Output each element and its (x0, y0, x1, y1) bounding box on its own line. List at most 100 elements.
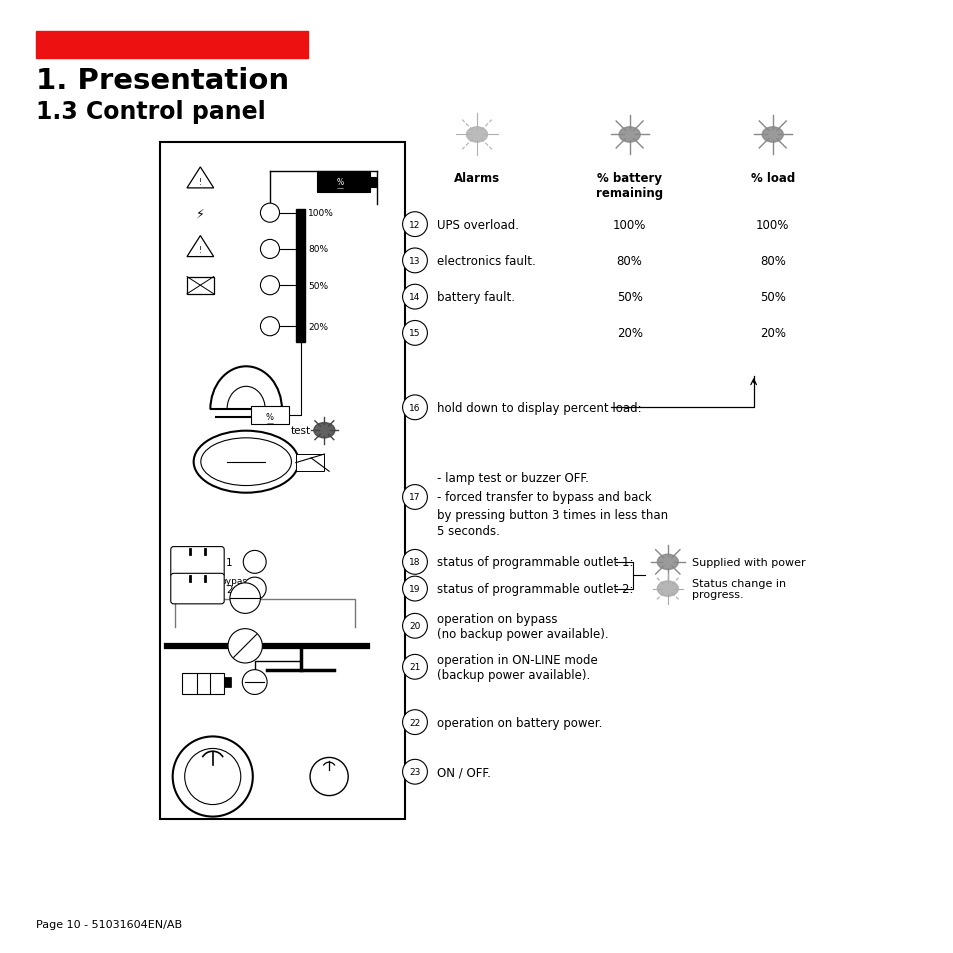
Text: 21: 21 (409, 662, 420, 672)
Text: 100%: 100% (756, 218, 788, 232)
Circle shape (260, 204, 279, 223)
Text: Supplied with power: Supplied with power (691, 558, 804, 567)
Circle shape (243, 578, 266, 600)
Circle shape (402, 655, 427, 679)
Text: 100%: 100% (308, 209, 334, 218)
Text: UPS overload.: UPS overload. (436, 218, 518, 232)
Text: 20: 20 (409, 621, 420, 631)
Circle shape (402, 285, 427, 310)
Bar (370, 178, 375, 188)
Text: % load: % load (750, 172, 794, 185)
Circle shape (402, 760, 427, 784)
Text: electronics fault.: electronics fault. (436, 254, 536, 268)
Text: !: ! (198, 177, 202, 187)
Text: —: — (336, 185, 344, 191)
Circle shape (172, 737, 253, 817)
Text: test: test (291, 426, 311, 436)
Text: 1. Presentation: 1. Presentation (36, 67, 289, 94)
Bar (160, 143, 405, 820)
Text: 13: 13 (409, 256, 420, 266)
Text: status of programmable outlet 2:: status of programmable outlet 2: (436, 582, 633, 596)
Text: by pressing button 3 times in less than: by pressing button 3 times in less than (436, 508, 667, 521)
Circle shape (402, 395, 427, 420)
Text: operation on bypass
(no backup power available).: operation on bypass (no backup power ava… (436, 612, 608, 640)
Text: 20%: 20% (759, 327, 785, 340)
Text: status of programmable outlet 1:: status of programmable outlet 1: (436, 556, 633, 569)
Circle shape (310, 758, 348, 796)
Text: Status change in
progress.: Status change in progress. (691, 578, 785, 599)
Text: 20%: 20% (616, 327, 642, 340)
Text: 1: 1 (226, 558, 233, 567)
Ellipse shape (761, 128, 782, 143)
Circle shape (243, 551, 266, 574)
Circle shape (402, 249, 427, 274)
Text: ⚡: ⚡ (195, 207, 205, 220)
Circle shape (402, 213, 427, 237)
Text: 19: 19 (409, 584, 420, 594)
Ellipse shape (314, 423, 335, 438)
Bar (295, 210, 305, 343)
Text: %: % (266, 413, 274, 422)
Text: 23: 23 (409, 767, 420, 777)
Text: 50%: 50% (308, 281, 328, 291)
Text: battery fault.: battery fault. (436, 291, 515, 304)
FancyBboxPatch shape (171, 547, 224, 578)
Circle shape (260, 317, 279, 336)
Ellipse shape (618, 128, 639, 143)
Text: operation on battery power.: operation on battery power. (436, 716, 601, 729)
Text: % battery
remaining: % battery remaining (596, 172, 662, 199)
Circle shape (402, 550, 427, 575)
Circle shape (185, 749, 240, 804)
Text: - forced transfer to bypass and back: - forced transfer to bypass and back (436, 491, 651, 504)
Ellipse shape (657, 581, 678, 597)
Text: Alarms: Alarms (454, 172, 499, 185)
Bar (316, 172, 370, 193)
Text: 2: 2 (226, 584, 233, 594)
Text: 80%: 80% (759, 254, 785, 268)
Text: %: % (336, 177, 344, 187)
Ellipse shape (466, 128, 487, 143)
Circle shape (402, 321, 427, 346)
Text: hold down to display percent load:: hold down to display percent load: (436, 401, 640, 415)
Ellipse shape (657, 555, 678, 570)
Text: 22: 22 (409, 718, 420, 727)
Circle shape (228, 629, 262, 663)
FancyBboxPatch shape (171, 574, 224, 604)
Text: bypass: bypass (219, 577, 252, 585)
Circle shape (230, 583, 260, 614)
Text: ON / OFF.: ON / OFF. (436, 765, 490, 779)
Text: 5 seconds.: 5 seconds. (436, 524, 499, 537)
Text: 17: 17 (409, 493, 420, 502)
Bar (224, 678, 231, 687)
Circle shape (260, 276, 279, 295)
Text: Page 10 - 51031604EN/AB: Page 10 - 51031604EN/AB (36, 920, 182, 929)
Text: operation in ON-LINE mode
(backup power available).: operation in ON-LINE mode (backup power … (436, 653, 598, 681)
Bar (187, 277, 213, 294)
Bar (182, 673, 224, 694)
Text: !: ! (198, 246, 202, 255)
Text: 15: 15 (409, 329, 420, 338)
Text: 80%: 80% (308, 245, 328, 254)
Text: 1.3 Control panel: 1.3 Control panel (36, 100, 266, 124)
Text: —: — (266, 420, 274, 426)
Text: 12: 12 (409, 220, 420, 230)
Circle shape (260, 240, 279, 259)
Bar (36, 32, 308, 59)
Circle shape (402, 577, 427, 601)
Text: 50%: 50% (616, 291, 642, 304)
Circle shape (402, 485, 427, 510)
Text: 14: 14 (409, 293, 420, 302)
Text: 80%: 80% (616, 254, 642, 268)
Text: 100%: 100% (613, 218, 645, 232)
Text: 50%: 50% (759, 291, 785, 304)
Bar (251, 407, 289, 424)
Text: 16: 16 (409, 403, 420, 413)
Ellipse shape (200, 438, 292, 486)
Text: 20%: 20% (308, 322, 328, 332)
Circle shape (402, 710, 427, 735)
Circle shape (402, 614, 427, 639)
Circle shape (242, 670, 267, 695)
Text: - lamp test or buzzer OFF.: - lamp test or buzzer OFF. (436, 472, 588, 485)
Bar (295, 455, 324, 472)
Text: 18: 18 (409, 558, 420, 567)
